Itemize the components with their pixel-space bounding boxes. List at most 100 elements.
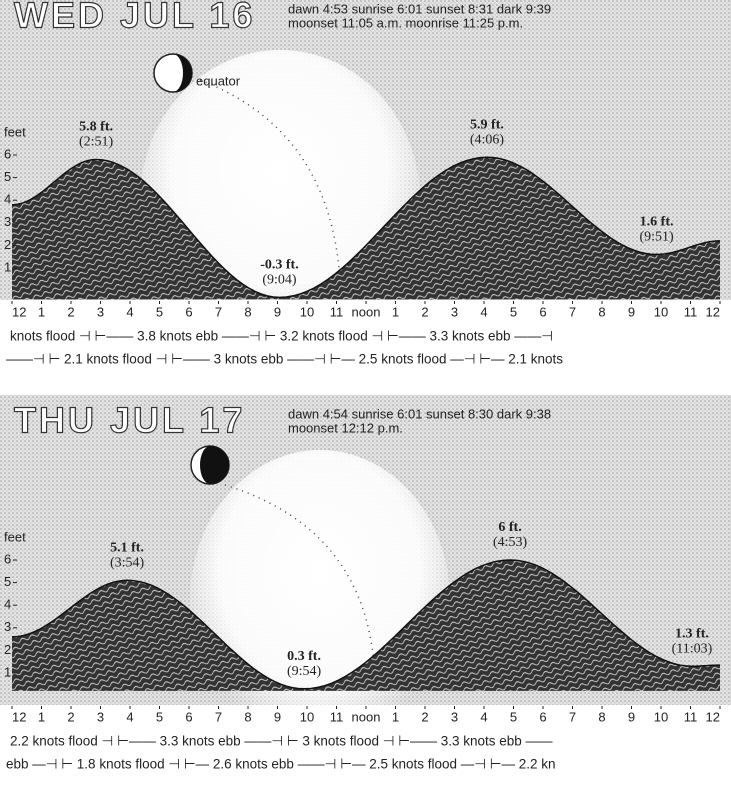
x-tick-label: noon	[352, 709, 381, 724]
time-label: (3:54)	[110, 556, 145, 571]
x-tick-label: 9	[628, 709, 635, 724]
current-row: ebb —⊣ ⊢ 1.8 knots flood ⊣ ⊢— 2.6 knots …	[6, 757, 556, 772]
x-tick-label: 10	[300, 304, 314, 319]
x-tick-label: 3	[97, 709, 104, 724]
current-row: knots flood ⊣ ⊢—— 3.8 knots ebb ——⊣ ⊢ 3.…	[10, 329, 553, 344]
y-tick-label: 3	[4, 619, 11, 634]
x-tick-label: 8	[598, 304, 605, 319]
chart-title: THU JUL 17	[14, 400, 245, 441]
value-label: 5.9 ft.	[470, 117, 504, 132]
value-label: 0.3 ft.	[287, 649, 321, 664]
y-axis-label: feet	[4, 124, 26, 139]
time-label: (9:04)	[262, 273, 297, 288]
x-tick-label: 3	[451, 304, 458, 319]
subtitle: moonset 12:12 p.m.	[288, 420, 403, 435]
subtitle: dawn 4:53 sunrise 6:01 sunset 8:31 dark …	[288, 1, 551, 16]
x-tick-label: 1	[392, 709, 399, 724]
x-tick-label: 5	[510, 709, 517, 724]
y-tick-label: 5	[4, 574, 11, 589]
x-tick-label: 5	[156, 709, 163, 724]
time-label: (11:03)	[672, 641, 713, 656]
subtitle: moonset 11:05 a.m. moonrise 11:25 p.m.	[288, 15, 523, 30]
x-tick-label: 4	[480, 304, 487, 319]
x-tick-label: 6	[539, 304, 546, 319]
y-axis-label: feet	[4, 529, 26, 544]
x-tick-label: 6	[185, 709, 192, 724]
current-row: 2.2 knots flood ⊣ ⊢—— 3.3 knots ebb ——⊣ …	[10, 734, 553, 749]
x-tick-label: 8	[244, 709, 251, 724]
y-tick-label: 1	[4, 664, 11, 679]
tide-curve	[11, 559, 720, 690]
x-tick-label: 1	[38, 709, 45, 724]
x-tick-label: 12	[706, 304, 720, 319]
x-tick-label: 9	[274, 709, 281, 724]
x-tick-label: 4	[126, 709, 133, 724]
tide-area	[12, 560, 720, 691]
x-tick-label: 5	[510, 304, 517, 319]
x-tick-label: 7	[215, 304, 222, 319]
chart-title: WED JUL 16	[14, 0, 255, 36]
x-tick-label: 8	[244, 304, 251, 319]
x-tick-label: 2	[67, 709, 74, 724]
moon-path	[199, 79, 341, 281]
y-tick-label: 4	[4, 192, 11, 207]
x-tick-label: 10	[654, 709, 668, 724]
value-label: 1.6 ft.	[640, 215, 674, 230]
x-tick-label: 1	[38, 304, 45, 319]
x-tick-label: 12	[12, 709, 26, 724]
x-tick-label: 11	[330, 709, 344, 724]
value-label: 6 ft.	[498, 520, 521, 535]
current-band	[0, 705, 731, 785]
x-tick-label: 5	[156, 304, 163, 319]
x-tick-label: 2	[67, 304, 74, 319]
value-label: 5.1 ft.	[110, 541, 144, 556]
moon-path	[224, 484, 376, 681]
x-tick-label: 11	[330, 304, 344, 319]
y-tick-label: 1	[4, 259, 11, 274]
x-tick-label: 3	[451, 709, 458, 724]
x-tick-label: 6	[185, 304, 192, 319]
x-tick-label: 11	[684, 304, 698, 319]
time-label: (9:54)	[287, 664, 322, 679]
x-tick-label: 10	[654, 304, 668, 319]
x-tick-label: 2	[421, 709, 428, 724]
y-tick-label: 6	[4, 146, 11, 161]
x-tick-label: 8	[598, 709, 605, 724]
x-tick-label: 9	[274, 304, 281, 319]
x-tick-label: 1	[392, 304, 399, 319]
y-tick-label: 2	[4, 642, 11, 657]
time-label: (9:51)	[639, 230, 674, 245]
tide-curve	[11, 156, 720, 299]
moon	[153, 53, 193, 93]
x-tick-label: 3	[97, 304, 104, 319]
y-tick-label: 6	[4, 551, 11, 566]
current-band	[0, 300, 731, 395]
x-tick-label: 9	[628, 304, 635, 319]
x-tick-label: 7	[215, 709, 222, 724]
value-label: 5.8 ft.	[79, 120, 113, 135]
time-label: (4:53)	[493, 535, 528, 550]
x-tick-label: 4	[480, 709, 487, 724]
time-label: (4:06)	[470, 132, 505, 147]
moon-label: equator	[196, 73, 241, 88]
value-label: 1.3 ft.	[675, 626, 709, 641]
value-label: -0.3 ft.	[260, 258, 299, 273]
time-label: (2:51)	[79, 135, 114, 150]
y-tick-label: 2	[4, 237, 11, 252]
tide-area	[12, 157, 720, 300]
x-tick-label: 11	[684, 709, 698, 724]
x-tick-label: 2	[421, 304, 428, 319]
y-tick-label: 5	[4, 169, 11, 184]
x-tick-label: 4	[126, 304, 133, 319]
y-tick-label: 3	[4, 214, 11, 229]
x-tick-label: 10	[300, 709, 314, 724]
x-tick-label: 7	[569, 709, 576, 724]
current-row: ——⊣ ⊢ 2.1 knots flood ⊣ ⊢—— 3 knots ebb …	[6, 352, 563, 367]
subtitle: dawn 4:54 sunrise 6:01 sunset 8:30 dark …	[288, 406, 551, 421]
x-tick-label: 6	[539, 709, 546, 724]
x-tick-label: 12	[706, 709, 720, 724]
x-tick-label: 12	[12, 304, 26, 319]
x-tick-label: noon	[352, 304, 381, 319]
x-tick-label: 7	[569, 304, 576, 319]
